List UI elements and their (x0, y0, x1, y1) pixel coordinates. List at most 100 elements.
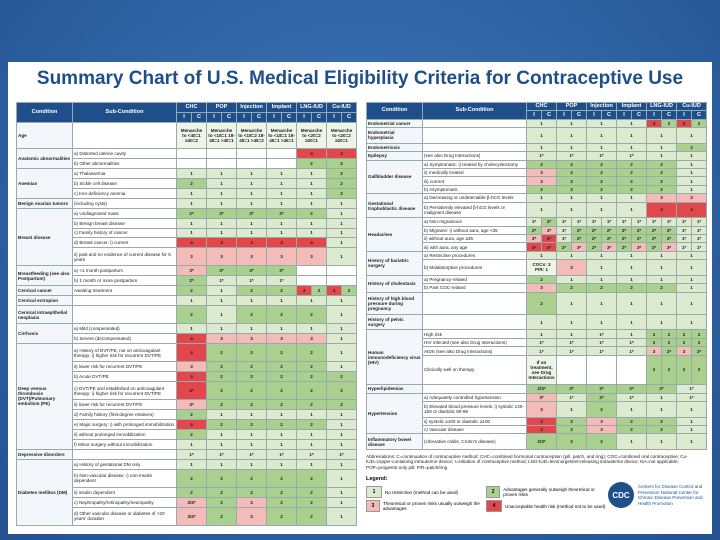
rating-cell: 1 (326, 305, 358, 325)
rating-cell: 2* (236, 265, 268, 277)
rating-cell: 2 (586, 401, 618, 418)
rating-cell: 2* (206, 207, 238, 219)
header-cell: Sub-Condition (72, 102, 177, 123)
rating-cell: 4 (646, 201, 678, 219)
rating-cell: 1 (296, 409, 328, 421)
rating-cell: 1 (266, 323, 298, 335)
header-cell: Cu-IUD (676, 101, 708, 112)
rating-cell: 2 (326, 371, 358, 383)
rating-cell: 1* (646, 217, 663, 227)
rating-cell: 2* (586, 392, 618, 403)
header-cell: LNG-IUD (296, 102, 328, 113)
rating-cell: 3 (586, 424, 618, 435)
rating-cell: 4 (296, 285, 313, 297)
condition-cell: Endometrial cancer (366, 118, 423, 129)
rating-cell: 1 (556, 274, 588, 285)
rating-cell: 1* (556, 346, 588, 356)
rating-cell: 1 (206, 227, 238, 239)
rating-cell: 2* (616, 225, 633, 235)
rating-cell: 1* (525, 346, 558, 356)
header-cell: C (601, 110, 618, 120)
header-cell: I (266, 111, 283, 123)
rating-cell: 2 (586, 167, 618, 178)
rating-cell: 1 (326, 361, 358, 373)
rating-cell: 1* (556, 217, 573, 227)
rating-cell: 1* (586, 346, 618, 356)
rating-cell: 1 (266, 217, 298, 229)
rating-cell: 1 (646, 127, 678, 144)
rating-cell: 2 (326, 381, 358, 401)
row: Depressive disorders 1* 1* 1* 1* 1* 1* (16, 448, 358, 460)
rating-cell: 1 (326, 323, 358, 335)
rating-cell: 1 (296, 227, 328, 239)
sub-condition-cell (422, 384, 527, 394)
rating-cell: 3* (631, 242, 648, 252)
rating-cell: 2 (266, 496, 298, 508)
rating-cell: 4* (540, 242, 558, 252)
rating-cell: 1* (661, 217, 678, 227)
header-cell: I (526, 110, 542, 120)
rating-cell: 2/3* (525, 433, 558, 450)
condition-cell: Hyperlipidemias (366, 384, 423, 394)
rating-cell: 2* (616, 233, 633, 244)
rating-cell: 1 (266, 458, 298, 470)
sub-condition-cell (72, 305, 177, 325)
rating-cell: 2 (326, 158, 358, 170)
header-cell: CHC (175, 102, 208, 113)
rating-cell: 2 (266, 343, 298, 363)
row: b) Persistently elevated β-hCG levels or… (367, 201, 708, 219)
rating-cell: 1 (556, 313, 588, 331)
rating-cell: 2 (175, 428, 208, 440)
row: Anemias a) Thalassemia 1 1 1 1 1 2 (16, 168, 358, 199)
rating-cell: 4 (326, 148, 358, 160)
sub-condition-cell: d) Other vascular disease or diabetes of… (72, 506, 177, 527)
rating-cell: 1 (326, 343, 358, 363)
rating-cell: 2 (206, 371, 238, 383)
rating-cell: 2 (586, 433, 618, 450)
rating-cell: 1 (616, 127, 648, 144)
sub-condition-cell (422, 142, 527, 153)
rating-cell: 1* (266, 448, 298, 460)
rating-cell: 2 (236, 305, 268, 325)
rating-cell: 4* (540, 233, 558, 244)
rating-cell: 2 (311, 285, 328, 297)
sub-condition-cell: c) Nephropathy/retinopathy/neuropathy (72, 496, 177, 508)
sub-condition-cell: b) Malabsorptive procedures (422, 259, 527, 276)
sub-condition-cell: a) Pregnancy-related (422, 274, 527, 285)
rating-cell: 2 (646, 337, 663, 348)
rating-cell: 1 (326, 506, 358, 527)
condition-cell: Cirrhosis (16, 323, 73, 345)
sub-condition-cell: a) History of DVT/PE, not on anticoagula… (72, 343, 177, 363)
legend-item: 4 Unacceptable health risk (method not to… (486, 500, 606, 512)
abbreviations: Abbreviations: C=continuation of contrac… (366, 454, 688, 470)
rating-cell: 2* (661, 346, 678, 356)
header-cell: C (221, 111, 238, 123)
empty-cell (266, 148, 298, 160)
rating-cell: 3 (646, 346, 663, 356)
rating-cell: Menarche to <18=1 18-45=1 >45=1 (266, 121, 298, 150)
rating-cell: 3 (676, 193, 708, 203)
rating-cell: Menarche to <20=2 ≥20=1 (296, 121, 328, 150)
rating-cell: 1 (676, 259, 708, 276)
rating-cell: 3 (646, 193, 678, 203)
rating-cell: 1 (525, 193, 558, 203)
rating-cell: 2 (661, 329, 678, 339)
row: b) Migraine: i) without aura, age <35 2* 3… (367, 225, 708, 235)
rating-cell: 1 (206, 438, 238, 450)
rating-cell: 1 (206, 458, 238, 470)
rating-cell: 1 (646, 392, 678, 403)
rating-cell: 2 (236, 343, 268, 363)
rating-cell: 3/4* (175, 496, 208, 508)
sub-condition-cell: b) Sickle cell disease (72, 177, 177, 189)
rating-cell: 1 (676, 127, 708, 144)
row: b) Past COC-related 3 2 2 2 2 1 (367, 283, 708, 293)
row: iii) with aura, any age 4* 4* 2* 3* 2* 3* 2* 3* 2… (367, 242, 708, 252)
sub-condition-cell (422, 313, 527, 331)
empty-cell (175, 148, 208, 160)
rating-cell: 1 (206, 217, 238, 229)
empty-cell (326, 265, 358, 277)
rating-cell: 2 (676, 337, 693, 348)
header-cell: C (311, 111, 328, 123)
header-row: Condition Sub-Condition CHC POP Injection Imp… (16, 102, 358, 123)
rating-cell: 2 (646, 283, 678, 293)
